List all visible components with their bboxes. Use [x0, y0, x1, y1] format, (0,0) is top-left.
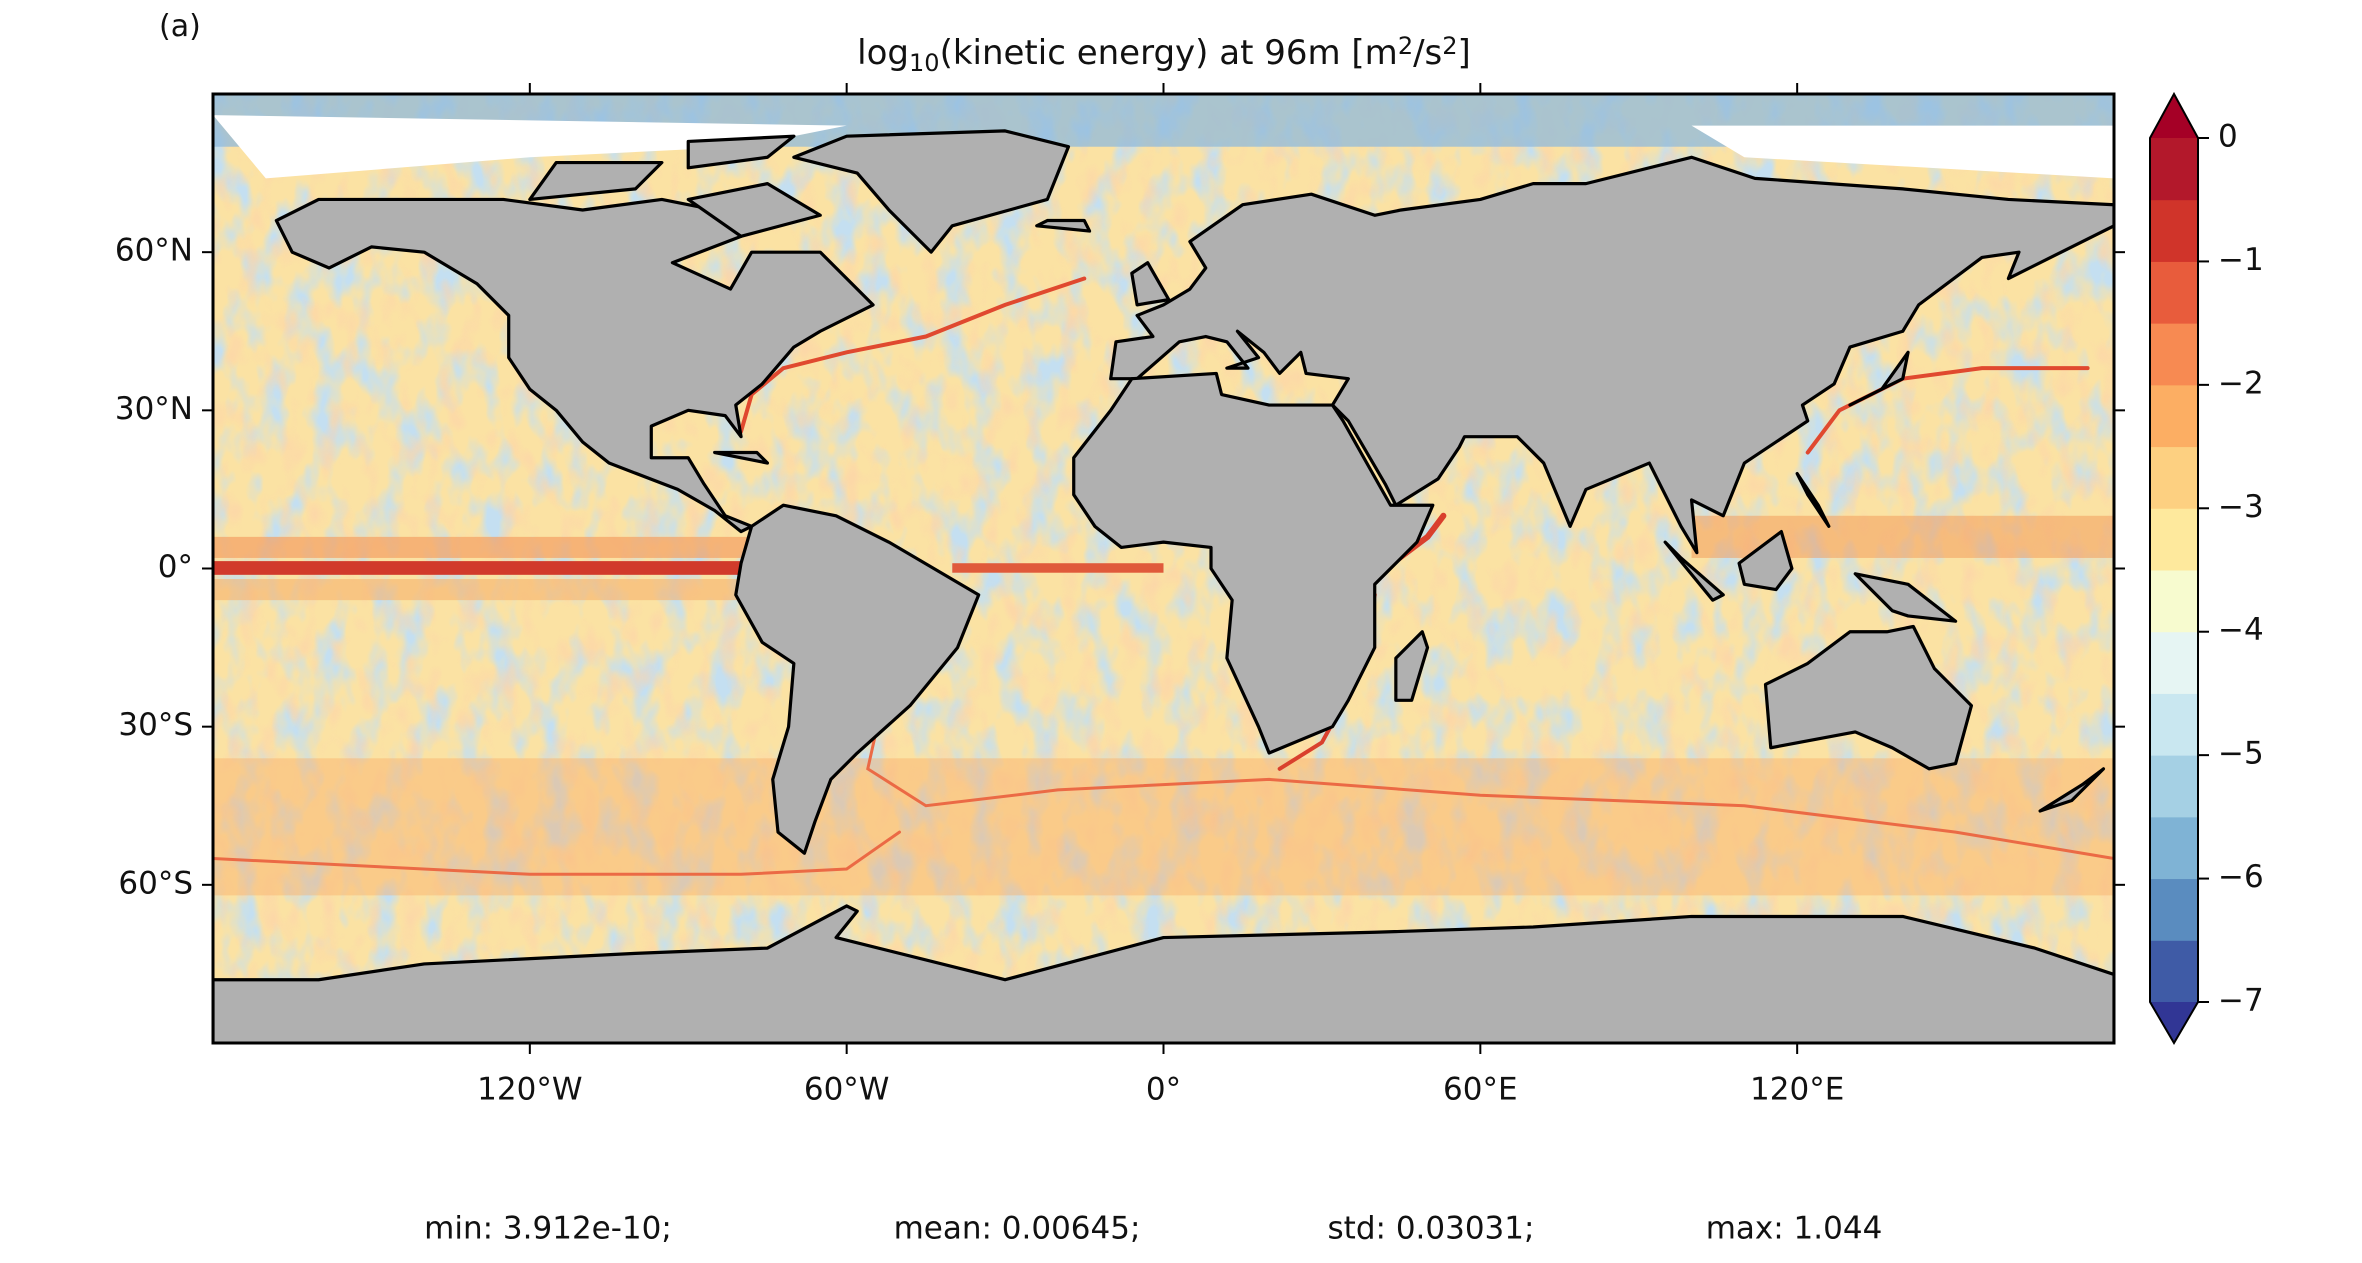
sea-ice — [1691, 125, 2114, 179]
colorbar-tick-label: −2 — [2218, 365, 2264, 401]
colorbar-band — [2150, 199, 2198, 262]
x-tick-label: 120°E — [1750, 1072, 1844, 1108]
map-field — [213, 94, 2114, 1043]
acc — [213, 832, 899, 874]
title: log10(kinetic energy) at 96m [m2/s2] — [857, 32, 1471, 77]
equatorial-band — [213, 536, 847, 558]
arctic-islands — [530, 136, 820, 236]
title-part: log — [857, 33, 909, 73]
stat: std: 0.03031; — [1328, 1211, 1535, 1247]
colorbar-band — [2150, 693, 2198, 756]
colorbar-band — [2150, 940, 2198, 1003]
southern-ocean — [213, 758, 2114, 896]
stat: max: 1.044 — [1706, 1211, 1883, 1247]
title-part: 10 — [909, 49, 940, 77]
colorbar-tick-label: 0 — [2218, 119, 2238, 155]
south-america — [736, 505, 979, 853]
colorbar-band — [2150, 446, 2198, 509]
title-part: 2 — [1442, 32, 1457, 60]
y-tick-label: 60°S — [118, 865, 193, 901]
sea-ice — [213, 115, 847, 179]
colorbar-tick-label: −4 — [2218, 612, 2264, 648]
colorbar-band — [2150, 261, 2198, 324]
panel-label: (a) — [159, 9, 201, 44]
title-part: ] — [1458, 33, 1471, 73]
africa — [1074, 373, 1433, 753]
colorbar-band — [2150, 138, 2198, 201]
islands — [715, 221, 2104, 811]
y-tick-label: 60°N — [115, 233, 193, 269]
equatorial-current — [213, 561, 847, 575]
title-part: 2 — [1398, 32, 1413, 60]
title-part: /s — [1413, 33, 1442, 73]
x-tick-label: 60°W — [804, 1072, 890, 1108]
stats: min: 3.912e-10; mean: 0.00645; std: 0.0303… — [424, 1211, 1882, 1247]
land — [213, 131, 2114, 1043]
colorbar: 0 −1 −2 −3 −4 −5 −6 −7 — [2149, 91, 2264, 1045]
y-tick-label: 30°N — [115, 391, 193, 427]
colorbar-band — [2150, 384, 2198, 448]
colorbar-tick-label: −7 — [2218, 983, 2264, 1019]
colorbar-band — [2150, 878, 2198, 941]
colorbar-band — [2150, 508, 2198, 571]
colorbar-tick-label: −3 — [2218, 489, 2264, 525]
stat: min: 3.912e-10; — [424, 1211, 672, 1247]
australia — [1765, 626, 1971, 768]
y-tick-label: 30°S — [118, 707, 193, 743]
colorbar-band — [2150, 816, 2198, 880]
equatorial-band — [213, 579, 847, 601]
colorbar-over — [2150, 94, 2198, 138]
y-tick-label: 0° — [158, 549, 193, 585]
gulf-stream — [741, 279, 1084, 432]
equatorial-current — [952, 563, 1164, 573]
colorbar-under — [2150, 1002, 2198, 1043]
colorbar-tick-label: −5 — [2218, 736, 2264, 772]
x-tick-label: 120°W — [477, 1072, 582, 1108]
stat: mean: 0.00645; — [894, 1211, 1141, 1247]
title-part: (kinetic energy) at 96m [m — [940, 33, 1398, 73]
antarctica — [213, 906, 2114, 1043]
greenland — [794, 131, 1069, 252]
colorbar-band — [2150, 755, 2198, 818]
x-tick-label: 60°E — [1443, 1072, 1518, 1108]
colorbar-tick-label: −1 — [2218, 242, 2264, 278]
eurasia — [1111, 157, 2114, 552]
colorbar-band — [2150, 570, 2198, 633]
colorbar-band — [2150, 323, 2198, 386]
colorbar-band — [2150, 631, 2198, 694]
colorbar-tick-label: −6 — [2218, 859, 2264, 895]
x-tick-label: 0° — [1146, 1072, 1181, 1108]
